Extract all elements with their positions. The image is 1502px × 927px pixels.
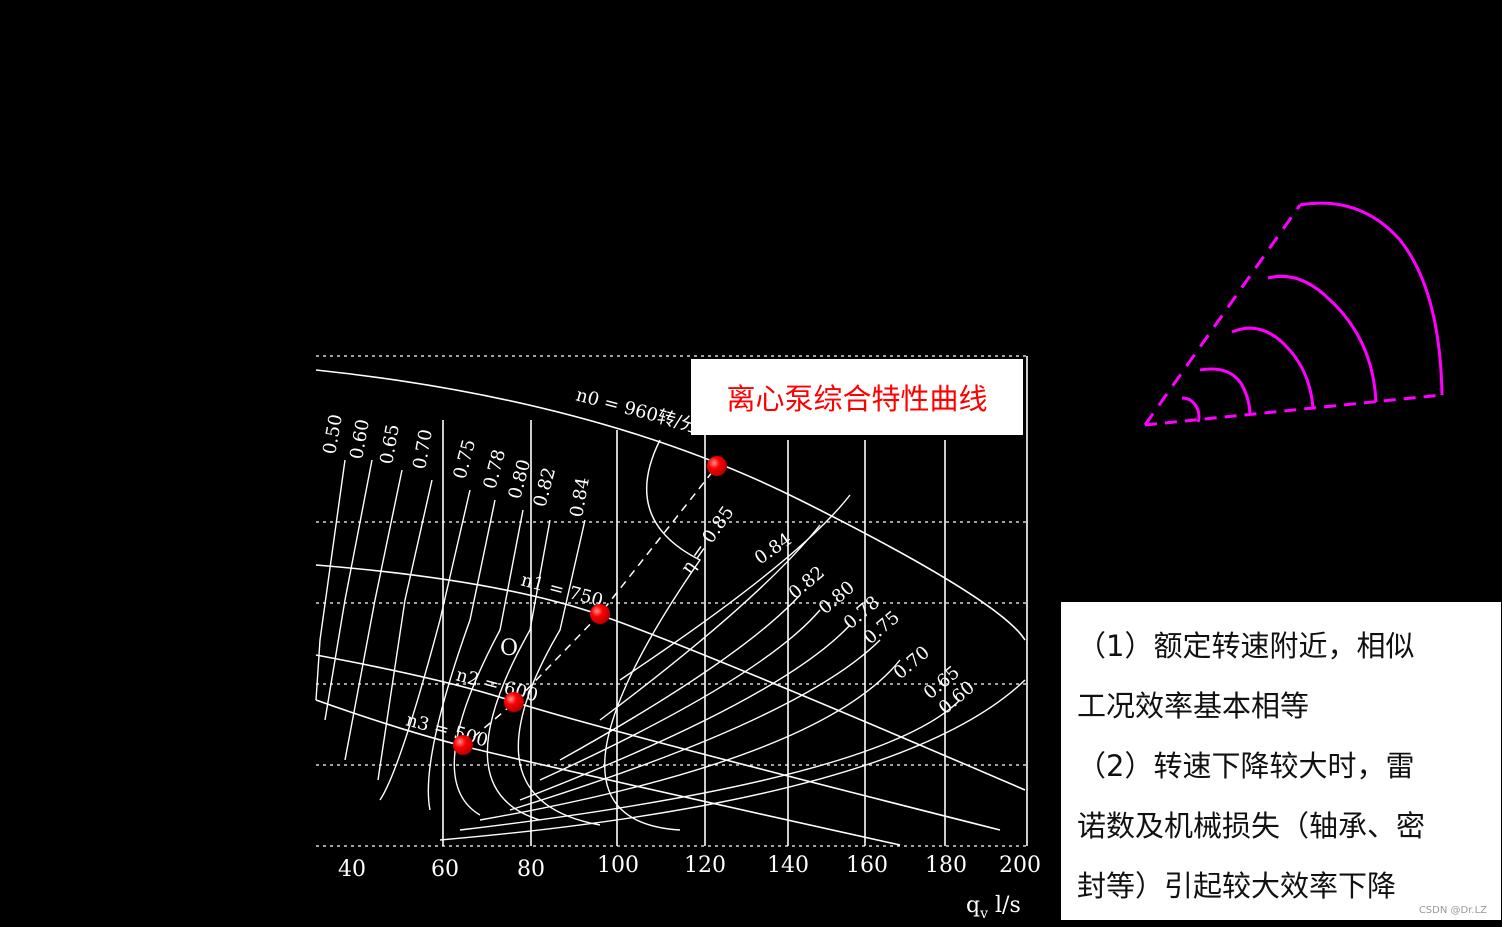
svg-text:0.70: 0.70 bbox=[409, 428, 437, 471]
point-n1 bbox=[590, 604, 610, 624]
svg-text:140: 140 bbox=[767, 853, 809, 878]
point-n3 bbox=[453, 735, 473, 755]
highlighted-points bbox=[453, 456, 727, 755]
svg-text:160: 160 bbox=[846, 853, 888, 878]
svg-text:0.50: 0.50 bbox=[319, 413, 347, 456]
point-n0 bbox=[707, 456, 727, 476]
efficiency-contours-right bbox=[439, 494, 1026, 841]
note-line: 诺数及机械损失（轴承、密 bbox=[1077, 809, 1426, 843]
svg-text:n3 = 500: n3 = 500 bbox=[404, 710, 491, 752]
svg-text:60: 60 bbox=[431, 857, 459, 882]
efficiency-contours-left bbox=[315, 439, 702, 831]
chart-vertical-grid bbox=[442, 356, 1028, 846]
svg-text:n0 = 960转/分: n0 = 960转/分 bbox=[574, 385, 701, 438]
note-line: （1）额定转速附近，相似 bbox=[1077, 629, 1415, 663]
watermark: CSDN @Dr.LZ bbox=[1418, 905, 1487, 916]
notes-box: （1）额定转速附近，相似 工况效率基本相等 （2）转速下降较大时，雷 诺数及机械… bbox=[1061, 602, 1501, 920]
svg-text:0.60: 0.60 bbox=[346, 418, 374, 461]
svg-text:200: 200 bbox=[999, 853, 1041, 878]
svg-text:40: 40 bbox=[338, 857, 366, 882]
note-line: 封等）引起较大效率下降 bbox=[1077, 869, 1397, 903]
point-n2 bbox=[504, 692, 524, 712]
chart-title-box: 离心泵综合特性曲线 bbox=[691, 359, 1023, 435]
svg-text:O: O bbox=[500, 636, 518, 661]
svg-text:0.75: 0.75 bbox=[450, 437, 481, 481]
svg-text:180: 180 bbox=[925, 853, 967, 878]
svg-text:120: 120 bbox=[684, 853, 726, 878]
efficiency-hill-diagram bbox=[1143, 201, 1444, 427]
svg-text:0.84: 0.84 bbox=[751, 529, 796, 569]
speed-curves bbox=[315, 369, 1026, 846]
note-line: （2）转速下降较大时，雷 bbox=[1077, 749, 1415, 783]
x-axis-label: qv l/s bbox=[966, 893, 1021, 922]
note-line: 工况效率基本相等 bbox=[1077, 689, 1310, 723]
svg-text:0.78: 0.78 bbox=[480, 447, 511, 491]
svg-text:0.82: 0.82 bbox=[530, 465, 561, 509]
chart-title: 离心泵综合特性曲线 bbox=[726, 382, 988, 416]
chart-grid bbox=[316, 355, 1030, 847]
svg-text:η = 0.85: η = 0.85 bbox=[677, 502, 739, 577]
x-axis-ticks: 40 60 80 100 120 140 160 180 200 bbox=[338, 853, 1041, 882]
svg-text:0.65: 0.65 bbox=[376, 423, 404, 466]
svg-text:0.70: 0.70 bbox=[890, 642, 934, 684]
svg-text:80: 80 bbox=[517, 857, 545, 882]
svg-text:0.84: 0.84 bbox=[566, 476, 594, 519]
svg-text:100: 100 bbox=[597, 853, 639, 878]
similar-condition-line bbox=[462, 465, 718, 747]
